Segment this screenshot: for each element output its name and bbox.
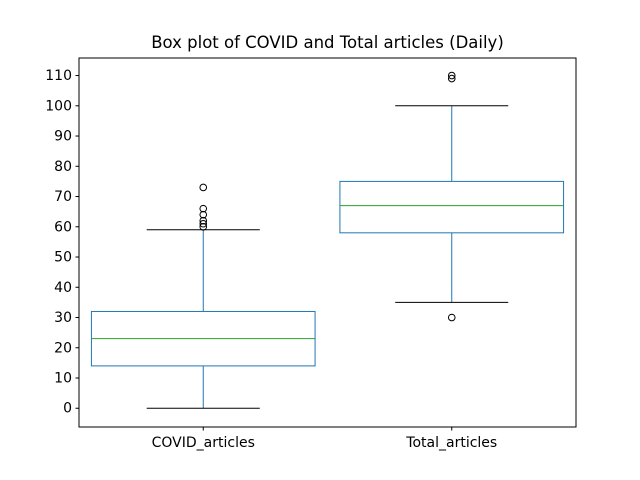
plot-area: 0 10 20 30 40 50 60 70 80 90 100 110 COVID_articles T… [45,68,565,451]
y-tick-label: 40 [54,280,72,296]
iqr-box [339,180,565,234]
y-tick-label: 50 [54,250,72,266]
outlier-point [199,210,208,219]
y-tick-label: 60 [54,219,72,235]
outlier-point [447,71,456,80]
y-tick-label: 10 [54,371,72,387]
x-tick-label: Total_articles [405,435,497,451]
outlier-point [199,219,208,228]
y-tick-label: 90 [54,129,72,145]
outlier-point [199,216,208,225]
y-tick-label: 70 [54,189,72,205]
y-tick-label: 80 [54,159,72,175]
outlier-point [447,313,456,322]
outlier-point [447,74,456,83]
y-tick-label: 30 [54,310,72,326]
y-tick-label: 20 [54,340,72,356]
x-tick-label: COVID_articles [152,435,255,451]
axes-frame [78,57,577,428]
outlier-point [199,183,208,192]
chart-title: Box plot of COVID and Total articles (Da… [151,33,504,52]
outlier-point [199,222,208,231]
y-tick-label: 0 [63,401,72,417]
y-tick-label: 100 [45,98,72,114]
outlier-point [199,204,208,213]
y-tick-label: 110 [45,68,72,84]
